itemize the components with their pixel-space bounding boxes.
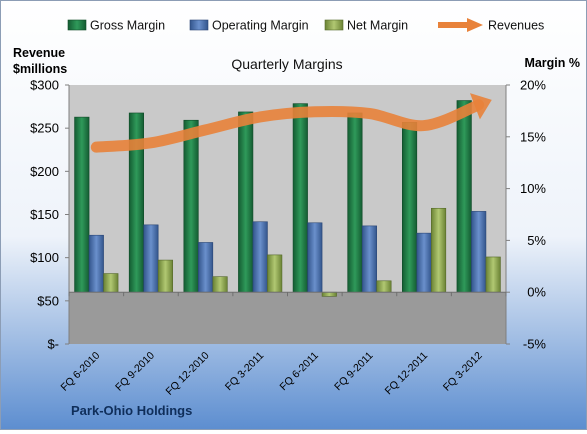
right-axis-tick-label: 0%	[527, 285, 546, 300]
bar-net-margin-fq-12-2011	[431, 207, 447, 293]
legend-arrowhead-revenues	[467, 18, 483, 32]
right-axis-tick-label: 15%	[520, 129, 546, 144]
bar-operating-margin-fq-6-2010	[88, 234, 104, 293]
left-axis-tick-label: $150	[30, 207, 59, 222]
bar-gross-margin-fq-6-2011	[292, 103, 308, 293]
left-axis-title-line2: $millions	[13, 62, 67, 76]
left-axis-tick-label: $200	[30, 164, 59, 179]
chart-marks	[74, 93, 501, 297]
legend-swatch-net-margin	[324, 19, 344, 31]
revenue-line	[90, 99, 485, 153]
bar-net-margin-fq-6-2011	[321, 291, 337, 297]
bar-operating-margin-fq-3-2012	[471, 211, 487, 293]
legend-swatch-operating-margin	[189, 19, 209, 31]
bar-gross-margin-fq-6-2010	[74, 116, 90, 293]
bar-gross-margin-fq-9-2011	[347, 112, 363, 293]
bar-operating-margin-fq-9-2011	[361, 225, 377, 293]
legend-label-gross-margin: Gross Margin	[90, 19, 165, 33]
left-axis-tick-label: $-	[47, 337, 59, 352]
bar-operating-margin-fq-12-2010	[198, 242, 214, 293]
bar-gross-margin-fq-12-2011	[402, 121, 418, 293]
legend-item-gross-margin: Gross Margin	[67, 19, 165, 33]
series-net-margin	[103, 207, 501, 297]
right-axis-title: Margin %	[524, 56, 580, 70]
left-axis-tick-label: $50	[37, 293, 59, 308]
left-axis-title-line1: Revenue	[13, 46, 65, 60]
bar-operating-margin-fq-6-2011	[307, 222, 323, 293]
right-axis-tick-label: 20%	[520, 78, 546, 93]
left-axis-tick-label: $100	[30, 250, 59, 265]
company-name: Park-Ohio Holdings	[71, 403, 192, 418]
series-operating-margin	[88, 211, 487, 293]
legend-item-net-margin: Net Margin	[324, 19, 408, 33]
bar-net-margin-fq-9-2010	[157, 259, 173, 293]
bar-net-margin-fq-6-2010	[103, 273, 119, 293]
chart-title: Quarterly Margins	[231, 56, 342, 72]
bar-net-margin-fq-3-2012	[485, 256, 501, 293]
series-gross-margin	[74, 100, 472, 293]
legend-item-revenues: Revenues	[438, 18, 544, 33]
legend-label-revenues: Revenues	[488, 19, 544, 33]
right-axis-tick-label: -5%	[523, 337, 547, 352]
bar-gross-margin-fq-3-2012	[456, 100, 472, 293]
bar-operating-margin-fq-3-2011	[252, 221, 268, 293]
left-axis-tick-label: $300	[30, 78, 59, 93]
legend: Gross Margin Operating Margin Net Margin…	[67, 18, 544, 33]
bar-operating-margin-fq-12-2011	[416, 232, 432, 293]
revenue-arrowhead	[469, 93, 492, 120]
bar-gross-margin-fq-12-2010	[183, 119, 199, 293]
right-axis-tick-label: 5%	[527, 233, 546, 248]
legend-swatch-gross-margin	[67, 19, 87, 31]
legend-label-operating-margin: Operating Margin	[212, 19, 309, 33]
legend-item-operating-margin: Operating Margin	[189, 19, 309, 33]
bar-net-margin-fq-12-2010	[212, 276, 228, 293]
bar-operating-margin-fq-9-2010	[143, 224, 159, 293]
right-axis-tick-label: 10%	[520, 181, 546, 196]
plot-lower-region	[69, 292, 506, 344]
bar-net-margin-fq-9-2011	[376, 280, 392, 293]
legend-label-net-margin: Net Margin	[347, 19, 408, 33]
bar-net-margin-fq-3-2011	[267, 254, 283, 293]
series-revenues	[90, 93, 492, 153]
bar-gross-margin-fq-3-2011	[238, 111, 254, 293]
left-axis-tick-label: $250	[30, 121, 59, 136]
